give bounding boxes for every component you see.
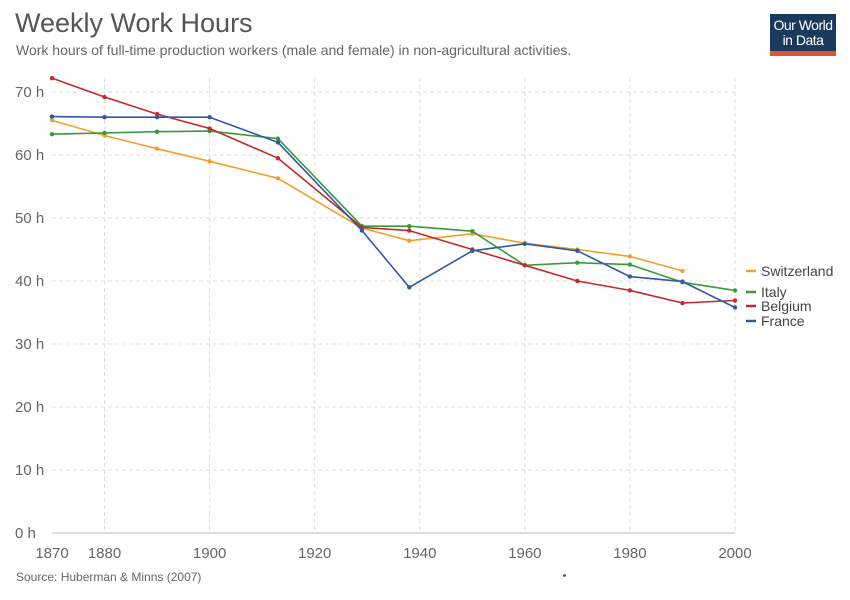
x-tick-label: 1980: [613, 545, 646, 562]
data-point[interactable]: [275, 140, 281, 145]
data-point[interactable]: [627, 274, 633, 279]
data-point[interactable]: [49, 75, 55, 81]
data-point[interactable]: [732, 305, 738, 310]
legend-label[interactable]: Belgium: [761, 298, 812, 314]
source-note: Source: Huberman & Minns (2007): [16, 570, 202, 584]
data-point[interactable]: [627, 262, 633, 267]
data-point[interactable]: [407, 228, 412, 233]
series-line[interactable]: [51, 119, 683, 272]
y-tick-label: 60 h: [15, 147, 44, 164]
y-tick-label: 40 h: [15, 273, 44, 290]
y-tick-label: 50 h: [15, 210, 44, 227]
data-point[interactable]: [207, 126, 212, 131]
data-point[interactable]: [49, 114, 55, 119]
data-point[interactable]: [102, 130, 107, 136]
data-point[interactable]: [275, 136, 281, 141]
data-point[interactable]: [102, 115, 107, 120]
data-point[interactable]: [407, 285, 412, 290]
series-line[interactable]: [51, 130, 736, 292]
data-point[interactable]: [575, 248, 580, 253]
data-point[interactable]: [680, 268, 685, 274]
owid-logo[interactable]: Our World in Data: [770, 14, 836, 56]
x-tick-label: 1940: [403, 545, 436, 562]
data-point[interactable]: [575, 278, 580, 284]
legend-label[interactable]: France: [761, 313, 805, 329]
axes: 0 h 10 h 20 h 30 h 40 h 50 h 60 h 70 h 1870 1880 1…: [15, 84, 752, 562]
y-tick-label: 0 h: [15, 525, 36, 542]
data-point[interactable]: [522, 241, 528, 247]
data-point[interactable]: [359, 228, 365, 233]
data-point[interactable]: [470, 229, 475, 234]
chart-title: Weekly Work Hours: [15, 8, 253, 38]
y-tick-label: 70 h: [15, 84, 44, 101]
data-point[interactable]: [407, 238, 412, 243]
logo-line-1: Our World: [773, 17, 833, 33]
y-tick-label: 10 h: [15, 462, 44, 479]
chart-subtitle: Work hours of full-time production worke…: [16, 42, 572, 58]
x-tick-label: 1920: [298, 545, 331, 562]
series-line[interactable]: [51, 115, 736, 309]
data-point[interactable]: [154, 146, 160, 151]
data-point[interactable]: [154, 115, 160, 120]
data-point[interactable]: [627, 288, 633, 293]
data-point[interactable]: [522, 263, 528, 268]
x-tick-label: 1880: [88, 545, 121, 562]
data-point[interactable]: [49, 118, 55, 123]
data-point[interactable]: [275, 155, 281, 161]
data-point[interactable]: [102, 94, 107, 100]
series-group: [49, 75, 738, 310]
grid-lines: [52, 78, 736, 533]
x-tick-label: 2000: [718, 545, 751, 562]
data-point[interactable]: [49, 132, 55, 137]
data-point[interactable]: [275, 176, 281, 181]
data-point[interactable]: [407, 223, 412, 229]
data-point[interactable]: [207, 115, 212, 120]
data-point[interactable]: [154, 129, 160, 134]
data-point[interactable]: [732, 298, 738, 303]
data-point[interactable]: [627, 254, 633, 259]
data-point[interactable]: [680, 300, 685, 306]
x-tick-label: 1870: [35, 545, 68, 562]
x-tick-label: 1960: [508, 545, 541, 562]
data-point[interactable]: [575, 260, 580, 265]
data-point[interactable]: [732, 288, 738, 293]
data-point[interactable]: [154, 111, 160, 117]
data-point[interactable]: [680, 279, 685, 284]
data-point[interactable]: [470, 248, 475, 253]
logo-line-2: in Data: [782, 32, 824, 48]
center-dot: [563, 574, 566, 577]
legend-label[interactable]: Italy: [761, 284, 787, 300]
data-point[interactable]: [207, 159, 212, 164]
legend-label[interactable]: Switzerland: [761, 263, 833, 279]
x-tick-label: 1900: [193, 545, 226, 562]
y-tick-label: 20 h: [15, 399, 44, 416]
y-tick-label: 30 h: [15, 336, 44, 353]
